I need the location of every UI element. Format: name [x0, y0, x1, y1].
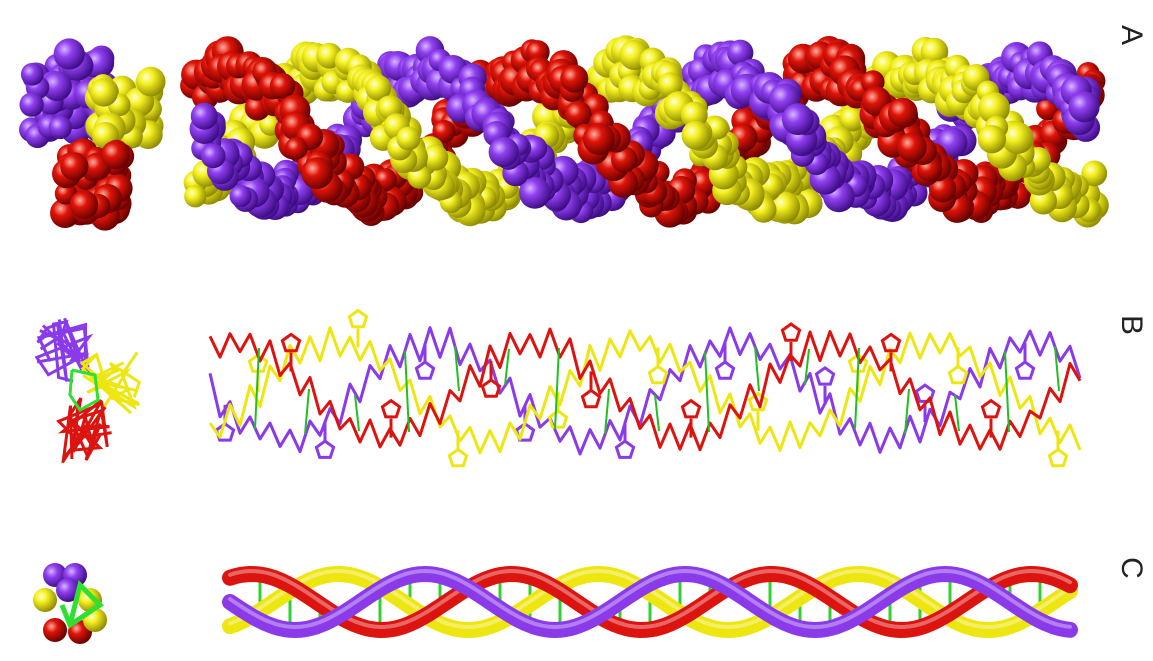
atom — [489, 137, 519, 167]
h-bond — [405, 351, 409, 432]
tube-end — [43, 618, 67, 642]
h-bond — [655, 395, 659, 431]
atom — [136, 67, 166, 97]
atom — [897, 132, 927, 162]
h-bond — [1005, 351, 1009, 432]
ring — [449, 450, 466, 466]
ring — [1016, 362, 1033, 378]
ring — [1049, 450, 1066, 466]
ring — [982, 401, 999, 417]
tube-end — [33, 588, 57, 612]
ring — [382, 401, 399, 417]
atom — [978, 125, 1006, 153]
stick — [210, 329, 1080, 450]
ring — [816, 368, 833, 384]
atom — [49, 116, 72, 139]
h-bond — [705, 351, 709, 432]
atom — [54, 38, 85, 69]
atom — [583, 123, 615, 155]
stick — [210, 328, 1080, 454]
panel-label: C — [1115, 557, 1148, 579]
panel-label: A — [1115, 25, 1148, 45]
atom — [681, 121, 710, 150]
atom — [888, 98, 918, 128]
artwork — [19, 35, 1109, 644]
ring — [949, 367, 966, 383]
ring — [416, 362, 433, 378]
figure: A B C — [0, 0, 1153, 661]
atom — [191, 103, 218, 130]
atom — [21, 63, 44, 86]
stick — [210, 328, 1080, 453]
ring — [616, 441, 633, 457]
ring — [582, 390, 599, 406]
panel-label: B — [1115, 315, 1148, 335]
atom — [90, 79, 118, 107]
ring — [782, 324, 799, 340]
atom — [101, 140, 130, 169]
atom — [1069, 91, 1100, 122]
atom — [285, 137, 308, 160]
atom — [270, 73, 295, 98]
atom — [565, 101, 592, 128]
h-bond — [555, 348, 559, 429]
atom — [60, 152, 88, 180]
ring — [316, 441, 333, 457]
atom — [19, 92, 43, 116]
atom — [184, 185, 206, 207]
ring — [649, 367, 666, 383]
atom — [201, 143, 226, 168]
ring — [716, 362, 733, 378]
atom — [70, 190, 99, 219]
ring — [682, 401, 699, 417]
atom — [230, 185, 252, 207]
atom — [560, 65, 588, 93]
atom — [396, 126, 420, 150]
atom — [301, 157, 333, 189]
ring — [349, 311, 366, 327]
atom — [782, 103, 814, 135]
